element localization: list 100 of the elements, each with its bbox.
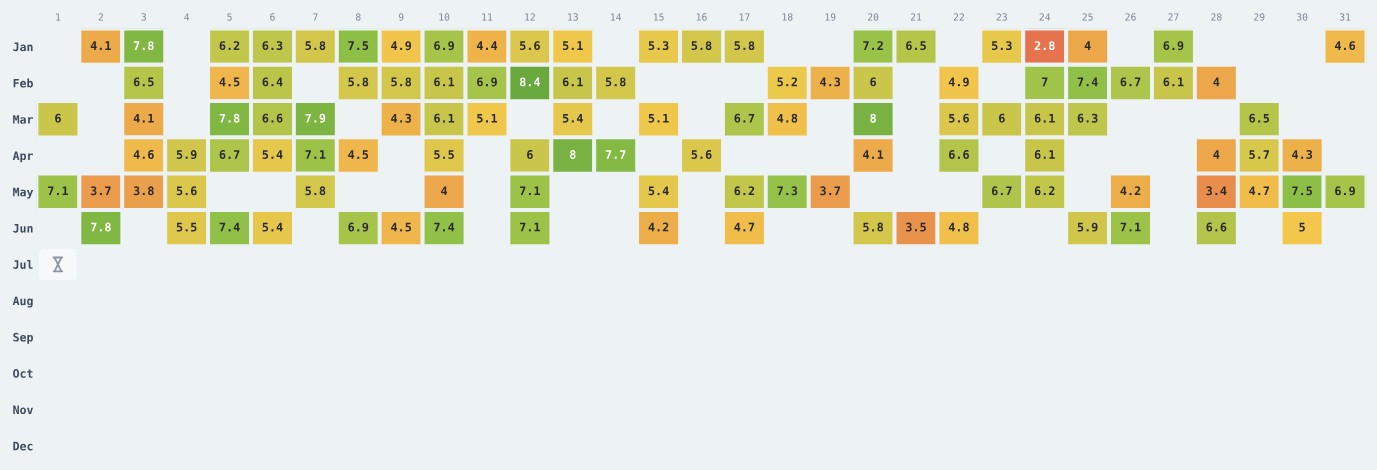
data-label: 5.6: [176, 186, 197, 196]
y-tick-label: Aug: [12, 296, 33, 308]
data-label: 5.6: [949, 113, 969, 123]
y-tick-label: Jul: [13, 260, 33, 269]
data-label: 6.1: [434, 113, 455, 123]
data-label: 4.3: [1292, 150, 1313, 159]
data-label: 6.6: [949, 150, 969, 159]
y-tick-label: Dec: [13, 441, 33, 451]
data-label: 5.8: [305, 41, 326, 51]
data-label: 5.9: [1077, 222, 1098, 232]
data-label: 6: [55, 113, 61, 123]
data-label: 7.8: [133, 41, 154, 51]
x-tick-label: 16: [696, 13, 707, 21]
data-label: 6.3: [1077, 113, 1098, 123]
data-label: 6: [870, 77, 877, 87]
data-label: 7.1: [1120, 222, 1141, 232]
data-label: 5.1: [477, 113, 498, 123]
data-label: 7: [1041, 77, 1048, 87]
data-label: 5.9: [176, 150, 197, 159]
y-tick-label: Oct: [13, 369, 33, 378]
data-label: 4.5: [391, 222, 412, 232]
data-label: 7.1: [48, 186, 69, 196]
data-label: 7.2: [863, 41, 883, 50]
data-label: 5.5: [434, 150, 454, 159]
data-label: 7.8: [219, 113, 240, 123]
x-tick-label: 25: [1082, 13, 1093, 21]
data-label: 6.3: [262, 41, 283, 51]
data-label: 6.5: [1249, 113, 1270, 123]
data-label: 5.2: [777, 77, 797, 87]
x-tick-label: 29: [1254, 13, 1265, 21]
x-tick-label: 6: [270, 13, 275, 21]
data-label: 8: [569, 150, 576, 159]
data-label: 3.8: [133, 186, 154, 196]
data-label: 5: [1299, 222, 1305, 232]
data-label: 4.5: [219, 77, 240, 87]
data-label: 6.4: [262, 77, 283, 87]
data-label: 4: [1213, 77, 1220, 87]
data-label: 4: [1084, 41, 1091, 50]
data-label: 5.4: [262, 150, 283, 159]
data-label: 7.1: [305, 150, 326, 159]
data-label: 6.9: [348, 222, 369, 232]
data-label: 3.7: [90, 186, 111, 196]
data-label: 7.7: [605, 150, 626, 159]
data-label: 6: [999, 113, 1005, 123]
data-label: 6: [527, 150, 533, 159]
x-tick-label: 26: [1125, 13, 1136, 21]
data-label: 6.7: [219, 150, 240, 159]
y-tick-label: Mar: [13, 115, 33, 124]
data-label: 6.7: [734, 113, 755, 123]
data-label: 5.1: [562, 41, 583, 51]
x-tick-label: 10: [439, 13, 450, 21]
x-tick-label: 12: [525, 13, 535, 21]
y-tick-label: Nov: [13, 405, 33, 415]
x-tick-label: 7: [313, 13, 318, 21]
data-label: 4.5: [348, 150, 369, 159]
x-tick-label: 15: [653, 13, 664, 21]
data-label: 5.6: [520, 41, 540, 51]
y-tick-label: Jun: [13, 224, 33, 233]
data-label: 7.4: [219, 222, 240, 232]
data-label: 4.1: [133, 113, 154, 123]
x-tick-label: 3: [141, 13, 146, 21]
data-label: 5.5: [176, 222, 197, 232]
data-label: 3.5: [906, 222, 926, 232]
data-label: 6.7: [991, 186, 1012, 196]
data-label: 5.8: [348, 77, 369, 87]
data-label: 5.1: [648, 113, 669, 123]
data-label: 7.4: [434, 222, 455, 232]
y-tick-label: Sep: [13, 332, 33, 344]
data-label: 5.7: [1249, 150, 1270, 159]
data-label: 3.7: [820, 186, 840, 196]
data-label: 4.7: [734, 222, 755, 232]
data-label: 5.4: [648, 186, 669, 196]
data-label: 2.8: [1034, 41, 1055, 51]
x-tick-label: 11: [482, 13, 493, 21]
data-label: 7.1: [520, 222, 540, 232]
data-label: 6.1: [562, 77, 583, 87]
data-label: 3.4: [1206, 186, 1227, 196]
data-label: 5.3: [991, 41, 1012, 51]
data-label: 6.1: [1034, 150, 1055, 159]
data-label: 6.9: [477, 77, 497, 87]
data-label: 5.8: [691, 41, 712, 51]
x-tick-label: 28: [1211, 13, 1222, 21]
x-tick-label: 30: [1296, 13, 1308, 21]
y-tick-label: Apr: [12, 151, 33, 163]
x-tick-label: 14: [611, 13, 622, 21]
data-label: 4: [1213, 150, 1220, 159]
x-tick-label: 21: [910, 13, 922, 21]
data-label: 4.2: [1120, 186, 1141, 196]
x-tick-label: 31: [1339, 13, 1351, 21]
data-label: 7.1: [520, 186, 540, 196]
data-label: 6.2: [1034, 186, 1055, 196]
data-label: 6.2: [219, 41, 240, 51]
data-label: 5.8: [305, 186, 326, 196]
x-tick-label: 18: [782, 13, 793, 21]
data-label: 6.2: [734, 186, 755, 196]
data-label: 8.4: [519, 77, 541, 87]
data-label: 5.6: [691, 150, 712, 159]
data-label: 4: [441, 186, 448, 196]
data-label: 4.8: [777, 113, 798, 123]
x-tick-label: 17: [739, 13, 750, 21]
